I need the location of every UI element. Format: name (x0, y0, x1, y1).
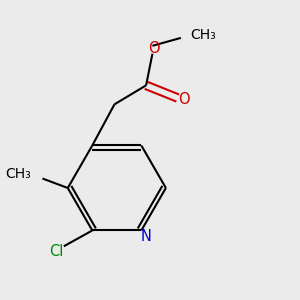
Text: O: O (148, 40, 160, 56)
Text: Cl: Cl (49, 244, 63, 259)
Text: CH₃: CH₃ (190, 28, 216, 42)
Text: N: N (141, 229, 152, 244)
Text: O: O (178, 92, 189, 107)
Text: CH₃: CH₃ (6, 167, 31, 181)
